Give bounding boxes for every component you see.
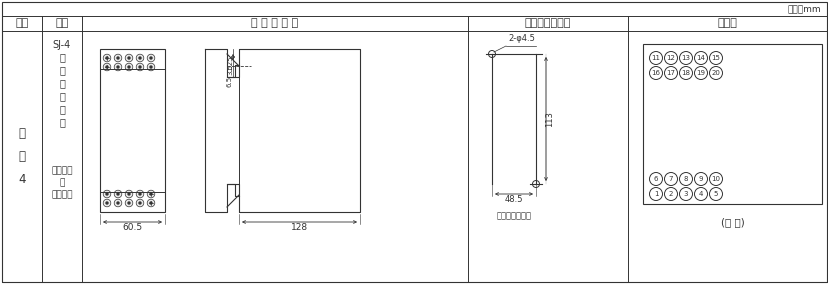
Text: 线: 线 xyxy=(59,117,65,127)
Circle shape xyxy=(114,199,122,207)
Text: 附
图
4: 附 图 4 xyxy=(18,127,26,186)
Circle shape xyxy=(147,54,155,62)
Circle shape xyxy=(114,54,122,62)
Text: 128: 128 xyxy=(291,224,308,233)
Text: 3: 3 xyxy=(683,191,687,197)
Text: 113: 113 xyxy=(545,111,554,127)
Circle shape xyxy=(128,193,130,195)
Circle shape xyxy=(139,57,141,59)
Text: 接: 接 xyxy=(59,104,65,114)
Text: 结构: 结构 xyxy=(55,18,69,28)
Circle shape xyxy=(136,63,143,71)
Text: 16: 16 xyxy=(651,70,660,76)
Circle shape xyxy=(139,66,141,68)
Text: 安装开孔尺寸图: 安装开孔尺寸图 xyxy=(524,18,570,28)
Text: 10: 10 xyxy=(710,176,720,182)
Circle shape xyxy=(106,193,108,195)
Text: 2-φ4.5: 2-φ4.5 xyxy=(508,34,534,43)
Circle shape xyxy=(106,202,108,204)
Circle shape xyxy=(150,57,152,59)
Text: 20: 20 xyxy=(710,70,720,76)
Circle shape xyxy=(125,54,132,62)
Text: 19: 19 xyxy=(696,70,705,76)
Circle shape xyxy=(147,199,155,207)
Circle shape xyxy=(103,54,111,62)
Circle shape xyxy=(150,202,152,204)
Text: 1: 1 xyxy=(653,191,657,197)
Circle shape xyxy=(150,66,152,68)
Circle shape xyxy=(125,190,132,198)
Text: 卡轨安装: 卡轨安装 xyxy=(51,166,73,176)
Circle shape xyxy=(103,63,111,71)
Text: 9: 9 xyxy=(698,176,702,182)
Circle shape xyxy=(114,63,122,71)
Text: 螺钉安装开孔图: 螺钉安装开孔图 xyxy=(496,212,531,220)
Text: 17: 17 xyxy=(666,70,675,76)
Circle shape xyxy=(136,54,143,62)
Text: 3.5: 3.5 xyxy=(227,63,233,75)
Text: 螺钉安装: 螺钉安装 xyxy=(51,191,73,199)
Circle shape xyxy=(150,193,152,195)
Bar xyxy=(643,44,821,204)
Text: 15: 15 xyxy=(710,55,720,61)
Circle shape xyxy=(103,190,111,198)
Circle shape xyxy=(125,63,132,71)
Text: 式: 式 xyxy=(59,78,65,88)
Text: 8: 8 xyxy=(683,176,687,182)
Text: 14: 14 xyxy=(696,55,705,61)
Circle shape xyxy=(103,199,111,207)
Text: 12: 12 xyxy=(666,55,675,61)
Text: 11: 11 xyxy=(651,55,660,61)
Circle shape xyxy=(147,63,155,71)
Circle shape xyxy=(106,66,108,68)
Circle shape xyxy=(117,202,119,204)
Text: 4: 4 xyxy=(698,191,702,197)
Text: 18: 18 xyxy=(681,70,690,76)
Text: 外 形 尺 寸 图: 外 形 尺 寸 图 xyxy=(251,18,298,28)
Text: 6.5: 6.5 xyxy=(227,76,233,87)
Text: 7: 7 xyxy=(668,176,672,182)
Circle shape xyxy=(147,190,155,198)
Text: 端子图: 端子图 xyxy=(717,18,737,28)
Circle shape xyxy=(139,193,141,195)
Text: 60.5: 60.5 xyxy=(123,224,142,233)
Circle shape xyxy=(106,57,108,59)
Circle shape xyxy=(114,190,122,198)
Text: 或: 或 xyxy=(60,179,65,187)
Text: 凸: 凸 xyxy=(59,52,65,62)
Text: 前: 前 xyxy=(59,91,65,101)
Circle shape xyxy=(117,57,119,59)
Text: 2: 2 xyxy=(668,191,672,197)
Text: 6: 6 xyxy=(653,176,657,182)
Circle shape xyxy=(117,193,119,195)
Circle shape xyxy=(136,199,143,207)
Text: (正 视): (正 视) xyxy=(720,217,744,227)
Text: 5: 5 xyxy=(713,191,717,197)
Circle shape xyxy=(117,66,119,68)
Circle shape xyxy=(125,199,132,207)
Circle shape xyxy=(128,57,130,59)
Text: 图号: 图号 xyxy=(16,18,29,28)
Text: 单位：mm: 单位：mm xyxy=(787,5,820,14)
Circle shape xyxy=(128,202,130,204)
Text: SJ-4: SJ-4 xyxy=(53,40,71,50)
Text: 48.5: 48.5 xyxy=(504,195,522,204)
Text: 出: 出 xyxy=(59,65,65,75)
Bar xyxy=(100,49,165,212)
Circle shape xyxy=(139,202,141,204)
Text: 13: 13 xyxy=(681,55,690,61)
Text: 1.25: 1.25 xyxy=(227,55,233,71)
Circle shape xyxy=(136,190,143,198)
Circle shape xyxy=(128,66,130,68)
